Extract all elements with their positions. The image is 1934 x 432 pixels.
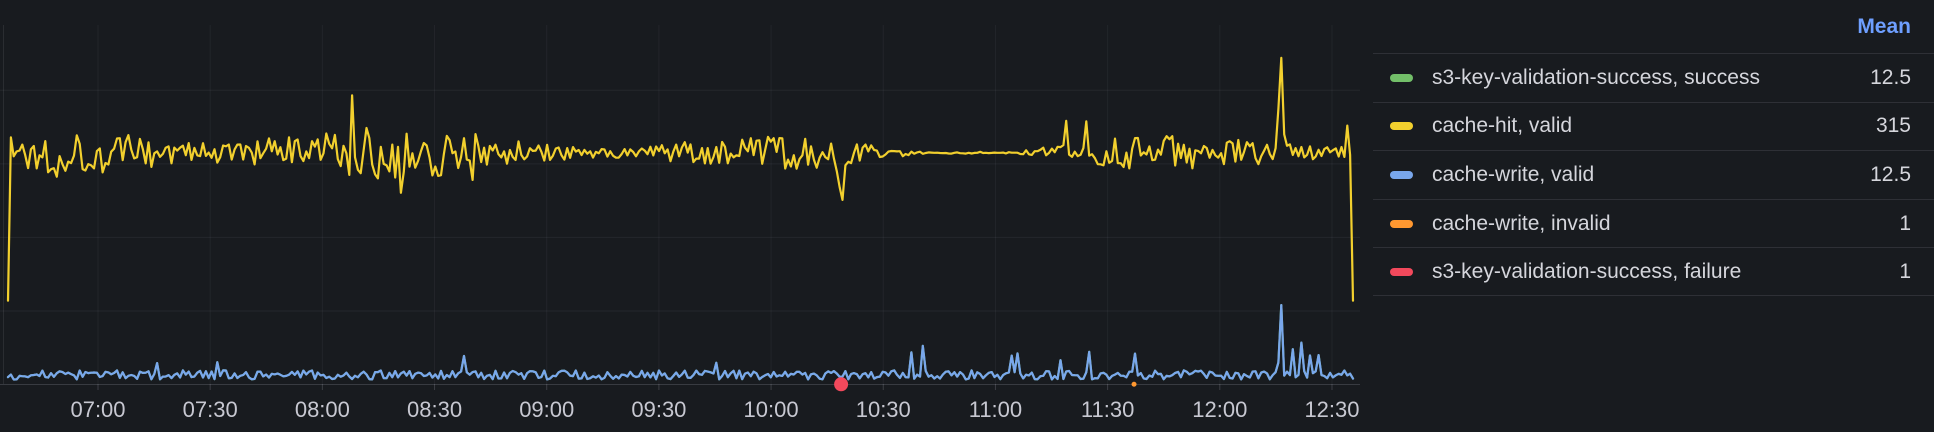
timeseries-plot[interactable]: 07:00 07:30 08:00 08:30 09:00 09:30 10:00 10:30…: [0, 0, 1368, 432]
legend-row-cache-write-valid[interactable]: cache-write, valid 12.5: [1373, 150, 1934, 199]
x-tick-label: 12:00: [1192, 397, 1247, 422]
vertical-gridlines: [97, 25, 1333, 384]
x-tick-label: 10:00: [744, 397, 799, 422]
legend-series-label[interactable]: cache-write, invalid: [1432, 211, 1611, 235]
legend-row-s3-failure[interactable]: s3-key-validation-success, failure 1: [1373, 247, 1934, 296]
x-tick-label: 08:00: [295, 397, 350, 422]
legend-row-s3-success[interactable]: s3-key-validation-success, success 12.5: [1373, 53, 1934, 102]
legend-header: Mean: [1373, 0, 1934, 53]
x-tick-label: 07:30: [183, 397, 238, 422]
chart-canvas[interactable]: 07:00 07:30 08:00 08:30 09:00 09:30 10:00 10:30…: [0, 0, 1368, 432]
legend-series-mean-value: 12.5: [1870, 65, 1911, 89]
legend-mean-column-header[interactable]: Mean: [1857, 14, 1911, 38]
legend-series-label[interactable]: cache-write, valid: [1432, 162, 1595, 186]
legend-series-swatch: [1390, 267, 1413, 276]
x-tick-label: 11:30: [1081, 397, 1134, 422]
legend-row-cache-write-invalid[interactable]: cache-write, invalid 1: [1373, 198, 1934, 248]
legend-series-mean-value: 12.5: [1870, 162, 1911, 186]
x-tick-label: 12:30: [1304, 397, 1359, 422]
x-tick-label: 11:00: [969, 397, 1022, 422]
legend-series-swatch: [1390, 219, 1413, 228]
x-tick-label: 08:30: [407, 397, 462, 422]
legend-series-label[interactable]: cache-hit, valid: [1432, 114, 1573, 138]
legend-series-mean-value: 315: [1875, 114, 1911, 138]
legend-series-label[interactable]: s3-key-validation-success, failure: [1432, 259, 1742, 283]
x-tick-label: 10:30: [856, 397, 911, 422]
axes: [0, 25, 1360, 385]
x-axis-tick-labels: 07:00 07:30 08:00 08:30 09:00 09:30 10:00 10:30…: [70, 397, 1359, 422]
legend-series-mean-value: 1: [1899, 211, 1911, 235]
legend-series-swatch: [1390, 170, 1413, 179]
series-line-cache-hit-valid: [6, 56, 1355, 302]
x-tick-label: 07:00: [70, 397, 125, 422]
legend-row-cache-hit-valid[interactable]: cache-hit, valid 315: [1373, 101, 1934, 151]
legend-series-swatch: [1390, 122, 1413, 131]
x-axis-tick-marks: [97, 384, 1333, 390]
legend-series-label[interactable]: s3-key-validation-success, success: [1432, 65, 1760, 89]
x-tick-label: 09:30: [631, 397, 686, 422]
series-point-cache-write-invalid: [1131, 381, 1137, 387]
series-line-cache-write-valid: [6, 304, 1355, 381]
legend-table: Mean s3-key-validation-success, success …: [1373, 0, 1934, 296]
horizontal-gridlines: [0, 89, 1360, 312]
series-point-s3-key-validation-success-failure: [834, 377, 849, 392]
x-tick-label: 09:00: [519, 397, 574, 422]
legend-series-swatch: [1390, 73, 1413, 82]
legend-series-mean-value: 1: [1899, 259, 1911, 283]
